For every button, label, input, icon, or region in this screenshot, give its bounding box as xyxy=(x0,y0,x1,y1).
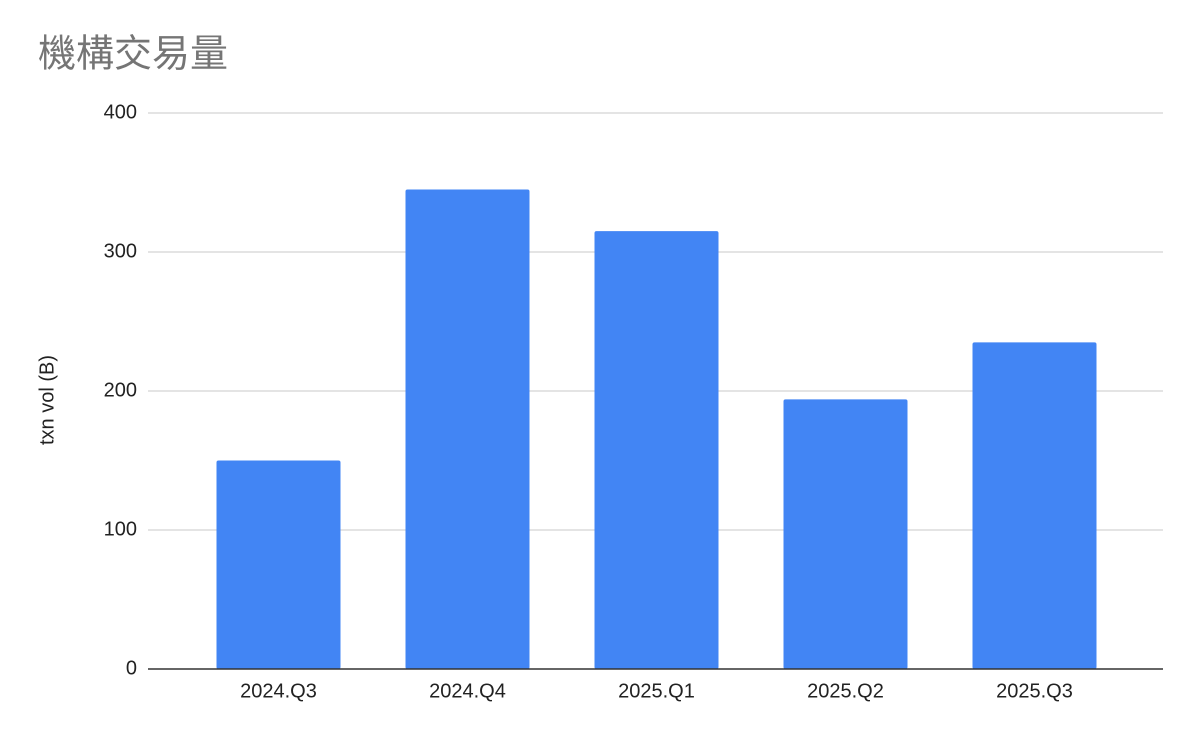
x-tick-label: 2024.Q4 xyxy=(429,680,506,702)
bar xyxy=(216,460,341,669)
bar xyxy=(972,342,1097,669)
x-tick-label: 2025.Q1 xyxy=(618,680,695,702)
y-tick-label: 100 xyxy=(104,518,137,540)
x-tick-label: 2025.Q2 xyxy=(807,680,884,702)
x-tick-label: 2024.Q3 xyxy=(240,680,317,702)
bar xyxy=(783,399,908,669)
bar xyxy=(405,189,530,669)
chart-title: 機構交易量 xyxy=(38,32,228,76)
y-tick-label: 400 xyxy=(104,101,137,123)
y-tick-label: 0 xyxy=(126,657,137,679)
y-tick-label: 300 xyxy=(104,240,137,262)
y-tick-label: 200 xyxy=(104,379,137,401)
x-tick-label: 2025.Q3 xyxy=(996,680,1073,702)
bar xyxy=(594,231,719,669)
y-axis-label: txn vol (B) xyxy=(36,355,58,445)
